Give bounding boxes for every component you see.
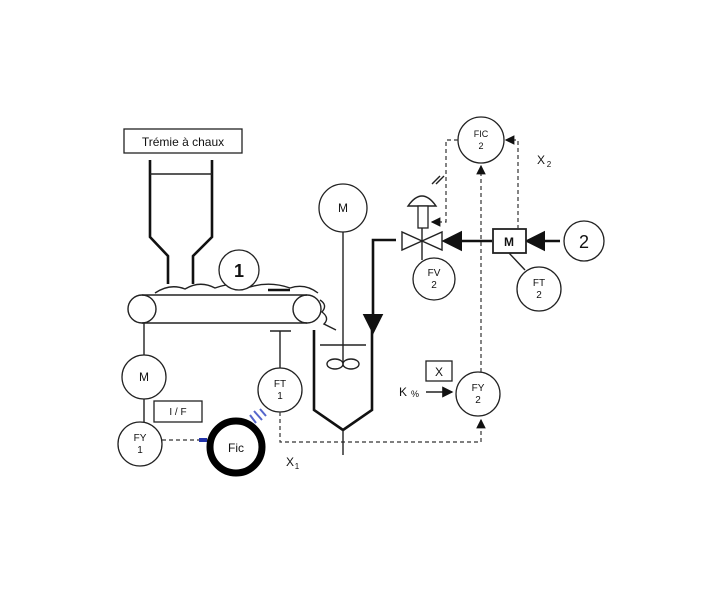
conveyor-number-bubble: 1 <box>218 249 260 291</box>
svg-text:X: X <box>286 455 294 469</box>
multiplier-x-box: X <box>425 360 453 382</box>
ft2-bubble: FT 2 <box>516 266 562 312</box>
svg-text:2: 2 <box>536 290 542 301</box>
svg-text:FV: FV <box>428 268 441 279</box>
svg-text:1: 1 <box>295 462 300 471</box>
mixer-motor-label: M <box>338 201 348 215</box>
svg-text:2: 2 <box>431 280 437 291</box>
mixer-motor: M <box>318 183 368 233</box>
signal-fic2-to-valve <box>430 139 458 227</box>
svg-text:1: 1 <box>137 445 143 456</box>
conveyor-number: 1 <box>234 261 244 281</box>
svg-text:1: 1 <box>277 391 283 402</box>
hopper-label: Trémie à chaux <box>123 128 243 154</box>
if-converter-label: I / F <box>169 407 186 418</box>
conveyor-motor-label: M <box>139 370 149 384</box>
svg-text:FIC: FIC <box>474 129 489 139</box>
flow-meter: M <box>492 228 527 271</box>
fic-label: Fic <box>228 441 244 455</box>
svg-text:FT: FT <box>533 278 545 289</box>
signal-meter-to-fic2 <box>504 135 519 229</box>
ft1-transmitter: FT 1 <box>257 330 303 413</box>
svg-text:2: 2 <box>478 141 483 151</box>
svg-text:FY: FY <box>472 383 485 394</box>
svg-text:FT: FT <box>274 379 286 390</box>
signal-ft1-to-fy2 <box>279 412 486 443</box>
control-valve-fv2 <box>401 175 445 260</box>
blue-scribble <box>249 408 267 424</box>
fy1-bubble: FY 1 <box>117 421 163 467</box>
hopper-label-text: Trémie à chaux <box>142 135 224 149</box>
fic-controller: Fic <box>206 417 266 477</box>
svg-text:FY: FY <box>134 433 147 444</box>
conveyor-belt <box>127 283 337 331</box>
svg-text:X: X <box>537 153 545 167</box>
svg-text:X: X <box>435 365 443 379</box>
stream-2-number: 2 <box>579 232 589 252</box>
mixing-tank <box>312 228 374 455</box>
flow-meter-label: M <box>504 235 514 249</box>
fv2-bubble: FV 2 <box>412 257 456 301</box>
stream-2-bubble: 2 <box>563 220 605 262</box>
fic2-bubble: FIC 2 <box>457 116 505 164</box>
svg-text:2: 2 <box>475 395 481 406</box>
svg-text:%: % <box>411 389 419 399</box>
svg-text:K: K <box>399 385 407 399</box>
water-feed-line <box>362 238 396 335</box>
conveyor-motor: M <box>121 323 167 422</box>
fy2-bubble: FY 2 <box>455 371 501 417</box>
if-converter: I / F <box>153 400 203 423</box>
svg-text:2: 2 <box>547 160 552 169</box>
lime-hopper <box>148 160 214 284</box>
